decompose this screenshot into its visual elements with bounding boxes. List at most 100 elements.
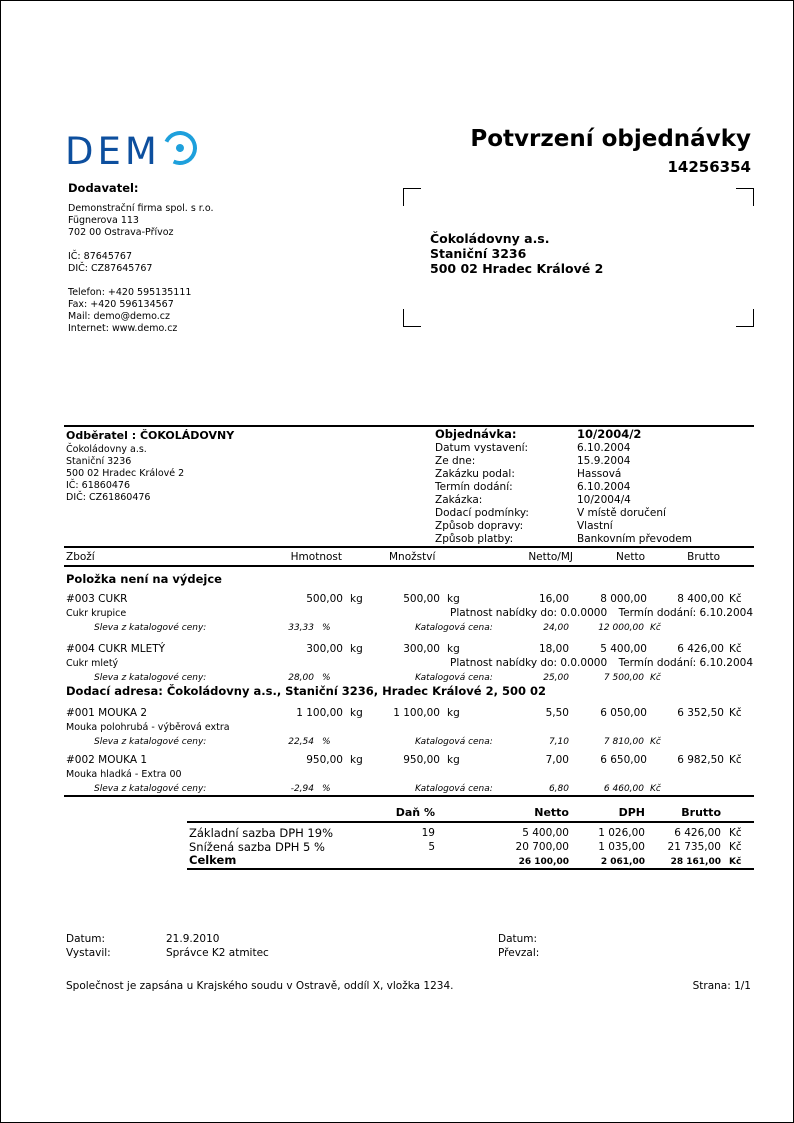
demo-logo: DEM: [65, 126, 202, 171]
order-field-value: 15.9.2004: [577, 455, 631, 467]
registry-note: Společnost je zapsána u Krajského soudu …: [66, 980, 454, 992]
order-field-value: Hassová: [577, 468, 622, 480]
supplier-ic: IČ: 87645767: [68, 251, 133, 262]
item-weight-unit: kg: [350, 643, 363, 655]
discount-value: 33,33: [288, 623, 314, 633]
item-gross: 6 352,50: [677, 707, 724, 719]
item-unit-net: 7,00: [545, 754, 569, 766]
item-qty-unit: kg: [447, 754, 460, 766]
catalog-label: Katalogová cena:: [415, 623, 493, 633]
recipient-name: Čokoládovny a.s.: [430, 231, 550, 246]
order-field-label: Způsob platby:: [435, 533, 514, 545]
received-label: Převzal:: [498, 947, 540, 959]
supplier-mail: Mail: demo@demo.cz: [68, 311, 170, 322]
customer-line: 500 02 Hradec Králové 2: [66, 468, 185, 479]
column-header-qty: Množství: [389, 551, 436, 563]
item-unit-net: 5,50: [545, 707, 569, 719]
supplier-street: Fügnerova 113: [68, 215, 139, 226]
item-row: #004 CUKR MLETÝ 300,00 kg 300,00 kg 18,0…: [1, 643, 793, 689]
customer-line: IČ: 61860476: [66, 480, 131, 491]
customer-line: DIČ: CZ61860476: [66, 492, 151, 503]
vat-row-vat: 1 035,00: [598, 841, 645, 853]
item-gross: 8 400,00: [677, 593, 724, 605]
item-weight-unit: kg: [350, 754, 363, 766]
document-title: Potvrzení objednávky: [470, 126, 751, 152]
catalog-currency: Kč: [650, 784, 661, 794]
total-net: 26 100,00: [518, 857, 569, 867]
vat-row-currency: Kč: [729, 827, 742, 839]
catalog-total: 7 810,00: [603, 737, 644, 747]
catalog-currency: Kč: [650, 737, 661, 747]
item-net: 8 000,00: [600, 593, 647, 605]
discount-label: Sleva z katalogové ceny:: [94, 784, 207, 794]
window-corner-tl: [403, 188, 421, 206]
column-header-net: Netto: [616, 551, 645, 563]
item-weight: 500,00: [306, 593, 343, 605]
item-weight: 950,00: [306, 754, 343, 766]
item-validity: Platnost nabídky do: 0.0.0000: [450, 607, 608, 619]
order-field-label: Zakázka:: [435, 494, 483, 506]
supplier-dic: DIČ: CZ87645767: [68, 263, 153, 274]
recipient-city: 500 02 Hradec Králové 2: [430, 261, 604, 276]
divider: [64, 795, 754, 797]
item-weight-unit: kg: [350, 707, 363, 719]
supplier-city: 702 00 Ostrava-Přívoz: [68, 227, 174, 238]
item-row: #002 MOUKA 1 950,00 kg 950,00 kg 7,00 6 …: [1, 754, 793, 800]
item-row: #003 CUKR 500,00 kg 500,00 kg 16,00 8 00…: [1, 593, 793, 639]
order-field-label: Dodací podmínky:: [435, 507, 529, 519]
catalog-price: 24,00: [543, 623, 569, 633]
vat-row-currency: Kč: [729, 841, 742, 853]
date-label: Datum:: [66, 933, 106, 945]
discount-value: 28,00: [288, 673, 314, 683]
window-corner-tr: [736, 188, 754, 206]
item-gross: 6 982,50: [677, 754, 724, 766]
order-field-value: Bankovním převodem: [577, 533, 692, 545]
discount-pct: %: [322, 784, 331, 794]
item-code: #002 MOUKA 1: [66, 754, 148, 766]
item-validity: Platnost nabídky do: 0.0.0000: [450, 657, 608, 669]
item-unit-net: 16,00: [538, 593, 569, 605]
customer-line: Čokoládovny a.s.: [66, 444, 147, 455]
column-header-weight: Hmotnost: [290, 551, 342, 563]
issued-value: Správce K2 atmitec: [166, 947, 269, 959]
supplier-phone: Telefon: +420 595135111: [68, 287, 192, 298]
column-header-unit-net: Netto/MJ: [528, 551, 573, 563]
summary-header-rate: Daň %: [395, 806, 435, 819]
catalog-total: 12 000,00: [598, 623, 644, 633]
item-qty: 950,00: [403, 754, 440, 766]
item-qty-unit: kg: [447, 593, 460, 605]
page-number: Strana: 1/1: [692, 980, 751, 992]
item-code: #003 CUKR: [66, 593, 128, 605]
divider: [64, 425, 754, 427]
item-net: 6 650,00: [600, 754, 647, 766]
catalog-label: Katalogová cena:: [415, 784, 493, 794]
vat-row-label: Základní sazba DPH 19%: [189, 826, 333, 840]
issued-label: Vystavil:: [66, 947, 111, 959]
item-weight: 300,00: [306, 643, 343, 655]
column-header-item: Zboží: [66, 551, 95, 563]
item-row: #001 MOUKA 2 1 100,00 kg 1 100,00 kg 5,5…: [1, 707, 793, 753]
discount-pct: %: [322, 673, 331, 683]
customer-line: Staniční 3236: [66, 456, 132, 467]
supplier-fax: Fax: +420 596134567: [68, 299, 174, 310]
item-gross: 6 426,00: [677, 643, 724, 655]
catalog-currency: Kč: [650, 623, 661, 633]
order-field-label: Datum vystavení:: [435, 442, 529, 454]
discount-value: -2,94: [290, 784, 314, 794]
total-vat: 2 061,00: [600, 857, 645, 867]
item-qty: 300,00: [403, 643, 440, 655]
catalog-label: Katalogová cena:: [415, 737, 493, 747]
date2-label: Datum:: [498, 933, 538, 945]
item-code: #001 MOUKA 2: [66, 707, 148, 719]
item-desc: Mouka polohrubá - výběrová extra: [66, 722, 230, 733]
summary-header-gross: Brutto: [681, 806, 721, 819]
total-gross: 28 161,00: [670, 857, 721, 867]
item-unit-net: 18,00: [538, 643, 569, 655]
catalog-total: 6 460,00: [603, 784, 644, 794]
vat-row-rate: 19: [421, 827, 435, 839]
vat-row-gross: 6 426,00: [674, 827, 721, 839]
date-value: 21.9.2010: [166, 933, 220, 945]
divider: [64, 546, 754, 548]
supplier-heading: Dodavatel:: [68, 181, 139, 195]
item-desc: Cukr mletý: [66, 658, 119, 669]
